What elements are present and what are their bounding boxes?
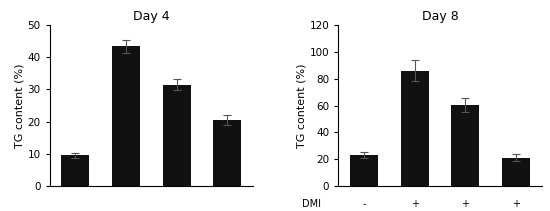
Title: Day 8: Day 8: [422, 10, 458, 23]
Text: +: +: [411, 199, 419, 209]
Bar: [400, 71, 428, 186]
Bar: [112, 46, 140, 186]
Bar: [213, 120, 241, 186]
Text: DMI: DMI: [301, 199, 321, 209]
Y-axis label: TG content (%): TG content (%): [297, 63, 307, 148]
Text: +: +: [461, 199, 470, 209]
Bar: [163, 85, 191, 186]
Text: +: +: [512, 199, 520, 209]
Title: Day 4: Day 4: [133, 10, 169, 23]
Bar: [452, 105, 480, 186]
Y-axis label: TG content (%): TG content (%): [14, 63, 25, 148]
Bar: [350, 155, 378, 186]
Bar: [61, 155, 89, 186]
Text: -: -: [362, 199, 366, 209]
Bar: [502, 158, 530, 186]
